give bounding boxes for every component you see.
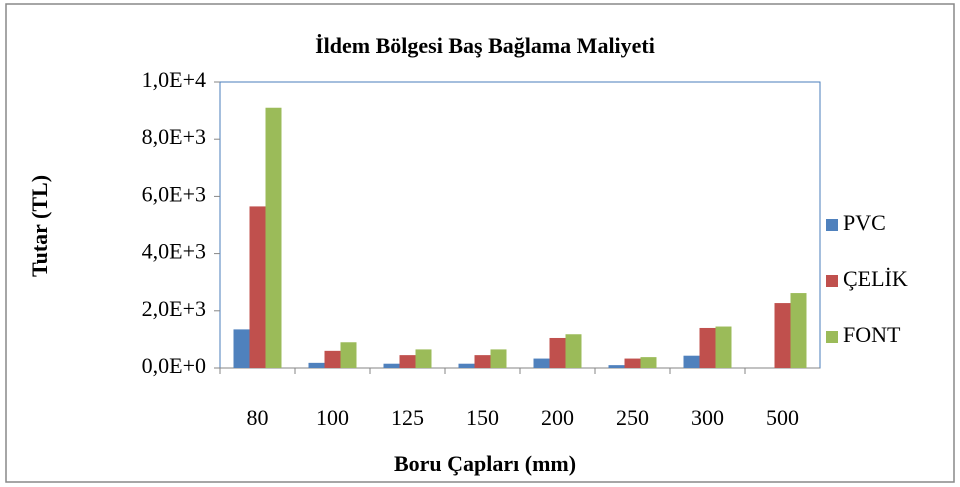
y-tick-label: 4,0E+3	[142, 239, 206, 264]
bar	[490, 349, 507, 368]
x-tick-label: 300	[691, 405, 724, 430]
y-tick-label: 1,0E+4	[142, 67, 206, 92]
x-tick-label: 150	[466, 405, 499, 430]
y-tick-label: 8,0E+3	[142, 124, 206, 149]
legend-label: ÇELİK	[843, 266, 908, 291]
x-tick-label: 100	[316, 405, 349, 430]
bar	[308, 362, 325, 368]
legend-label: FONT	[843, 322, 901, 347]
legend-label: PVC	[843, 210, 886, 235]
legend-swatch	[826, 331, 838, 343]
bar	[624, 358, 641, 368]
bar	[324, 350, 341, 368]
x-axis-label: Boru Çapları (mm)	[394, 451, 576, 476]
y-tick-label: 2,0E+3	[142, 296, 206, 321]
x-tick-label: 125	[391, 405, 424, 430]
bar	[774, 303, 791, 368]
x-tick-label: 500	[766, 405, 799, 430]
x-tick-label: 80	[247, 405, 269, 430]
x-tick-label: 250	[616, 405, 649, 430]
bar	[340, 342, 357, 368]
bar	[415, 349, 432, 368]
bar	[233, 329, 250, 368]
bar	[474, 355, 491, 368]
legend-swatch	[826, 275, 838, 287]
chart-border	[5, 3, 955, 483]
bar	[565, 334, 582, 368]
bar	[790, 293, 807, 368]
legend-swatch	[826, 219, 838, 231]
bar	[699, 327, 716, 368]
x-tick-label: 200	[541, 405, 574, 430]
bar	[683, 355, 700, 368]
y-axis-label: Tutar (TL)	[27, 175, 52, 277]
y-tick-label: 0,0E+0	[142, 353, 206, 378]
y-tick-label: 6,0E+3	[142, 181, 206, 206]
chart-title: İldem Bölgesi Baş Bağlama Maliyeti	[315, 33, 655, 58]
bar	[383, 363, 400, 368]
bar	[399, 355, 416, 368]
bar	[249, 206, 266, 368]
bar	[608, 365, 625, 368]
bar	[549, 337, 566, 368]
bar	[458, 363, 475, 368]
bar	[715, 326, 732, 368]
bar	[640, 357, 657, 368]
bar	[533, 358, 550, 368]
bar	[265, 107, 282, 369]
